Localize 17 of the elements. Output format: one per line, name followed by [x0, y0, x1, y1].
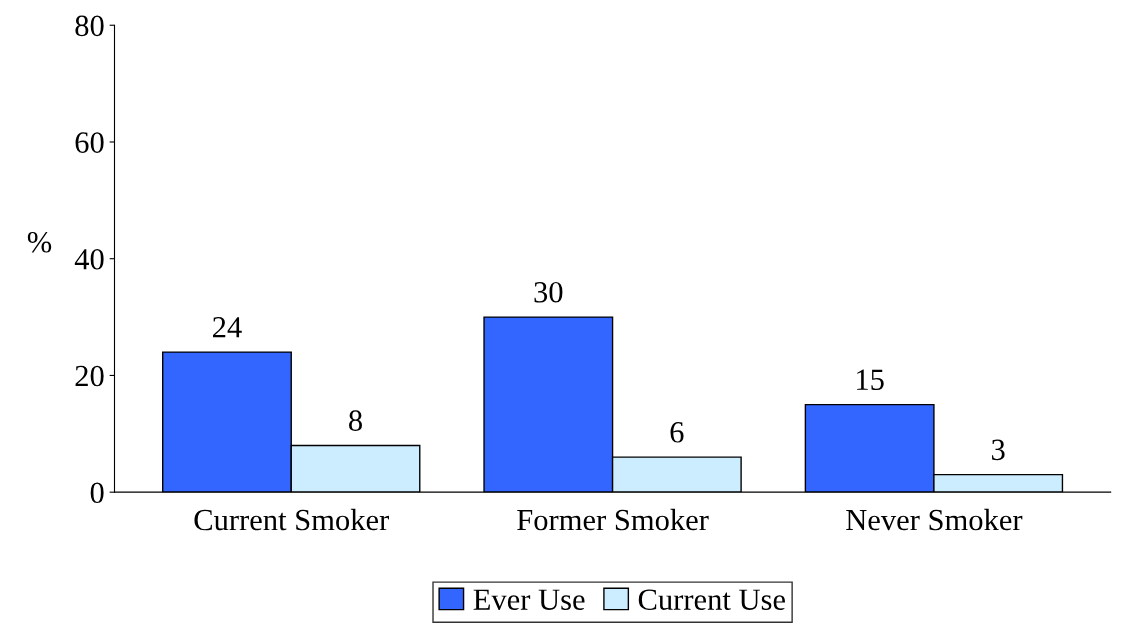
data-label: 6 [670, 422, 684, 443]
legend-label: Ever Use [473, 589, 585, 610]
y-tick-label: 20 [75, 365, 104, 387]
y-axis-title: % [27, 231, 52, 253]
x-tick-label: Never Smoker [846, 508, 1023, 531]
data-label: 30 [534, 281, 563, 303]
legend-label: Current Use [638, 589, 785, 610]
x-tick-label: Current Smoker [194, 508, 389, 531]
data-label: 3 [992, 439, 1005, 461]
y-tick-label: 40 [74, 248, 104, 270]
data-label: 24 [213, 317, 242, 338]
data-label: 8 [349, 410, 362, 431]
x-tick-label: Former Smoker [517, 508, 709, 531]
data-label: 15 [857, 369, 884, 391]
y-tick-label: 0 [90, 482, 104, 504]
y-tick-label: 80 [75, 15, 104, 37]
y-tick-label: 60 [75, 132, 104, 153]
